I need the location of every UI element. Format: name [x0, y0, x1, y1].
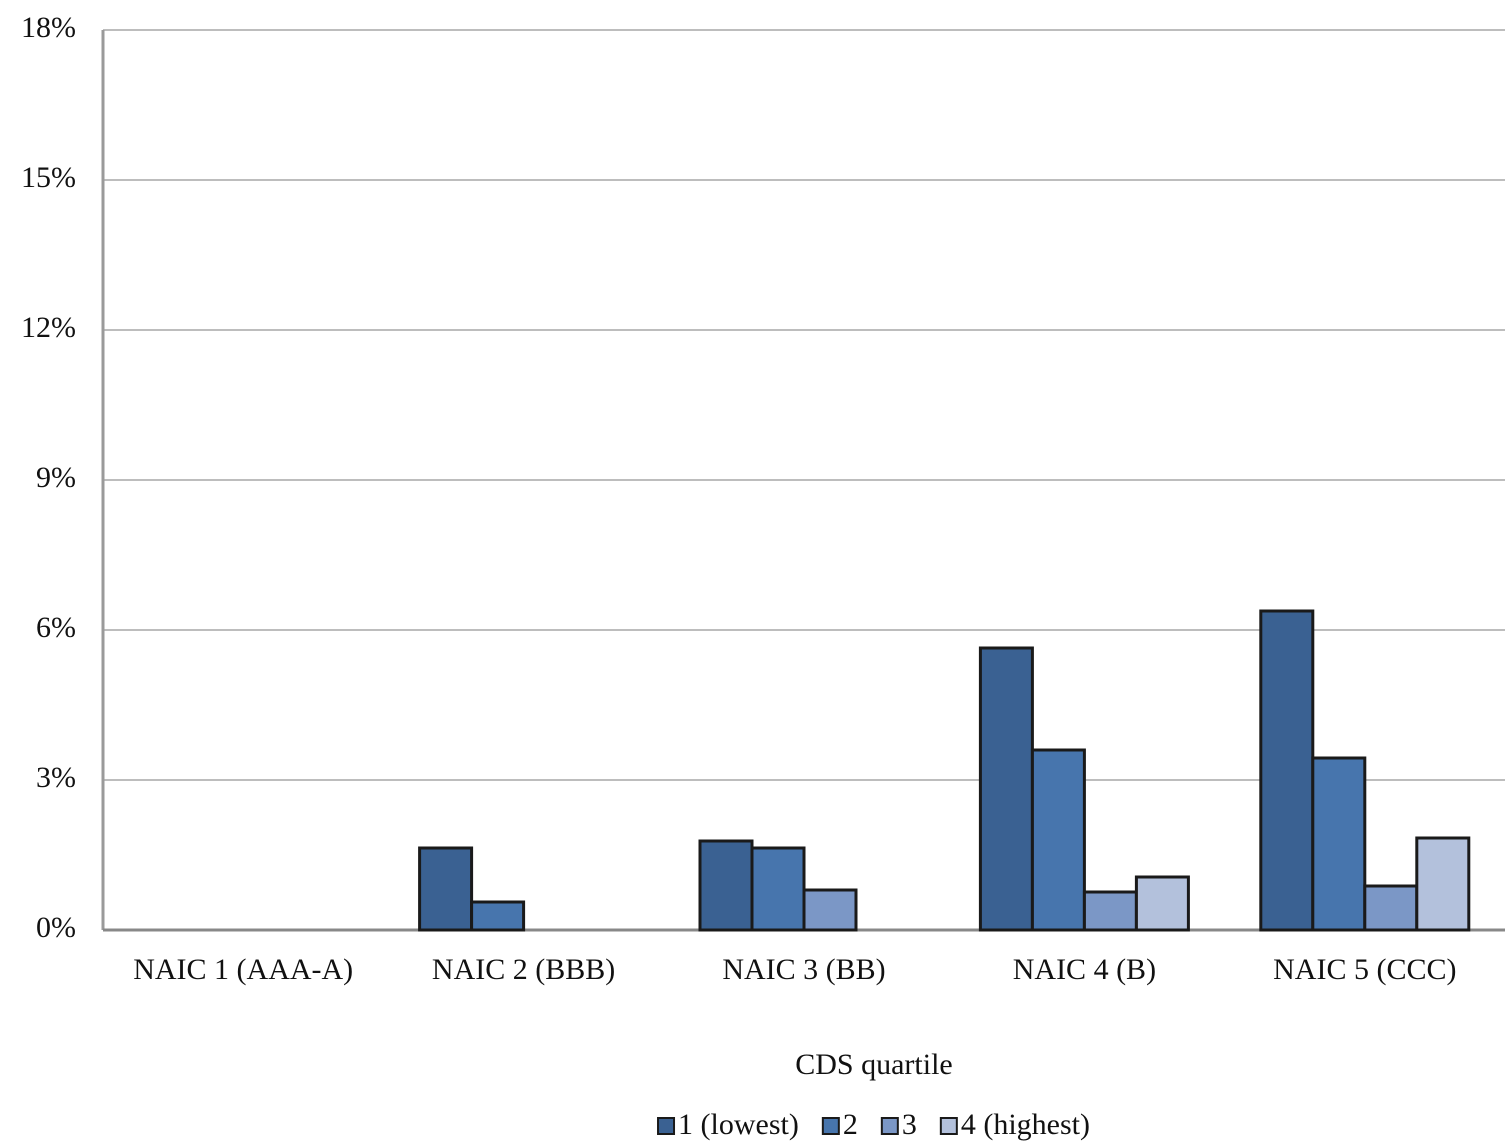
y-tick-label: 15%	[21, 161, 76, 194]
y-tick-label: 12%	[21, 311, 76, 344]
bar	[1311, 756, 1367, 932]
x-tick-label: NAIC 3 (BB)	[722, 953, 885, 986]
bar	[698, 839, 754, 932]
x-axis-title: CDS quartile	[795, 1048, 953, 1081]
legend-label: 4 (highest)	[961, 1108, 1090, 1141]
legend-swatch	[880, 1117, 899, 1135]
x-tick-label: NAIC 5 (CCC)	[1273, 953, 1456, 986]
bar	[750, 846, 806, 932]
legend-label: 3	[902, 1108, 917, 1141]
bar	[1415, 836, 1471, 932]
bar	[1363, 884, 1419, 932]
x-tick-label: NAIC 2 (BBB)	[432, 953, 615, 986]
bar	[1259, 609, 1315, 932]
x-tick-label: NAIC 1 (AAA-A)	[133, 953, 353, 986]
legend-swatch	[821, 1117, 840, 1135]
legend-swatch	[657, 1117, 676, 1135]
bar	[418, 846, 474, 932]
y-tick-label: 18%	[21, 11, 76, 44]
bar	[470, 900, 526, 932]
bar	[802, 888, 858, 932]
y-tick-label: 0%	[36, 911, 76, 944]
bar	[1082, 890, 1138, 932]
legend-label: 2	[843, 1108, 858, 1141]
bar	[978, 646, 1034, 932]
y-tick-label: 6%	[36, 611, 76, 644]
bar	[1134, 875, 1190, 932]
x-tick-label: NAIC 4 (B)	[1013, 953, 1156, 986]
legend-label: 1 (lowest)	[678, 1108, 799, 1141]
y-tick-label: 3%	[36, 761, 76, 794]
y-tick-label: 9%	[36, 461, 76, 494]
bar	[1030, 748, 1086, 932]
legend-swatch	[939, 1117, 958, 1135]
